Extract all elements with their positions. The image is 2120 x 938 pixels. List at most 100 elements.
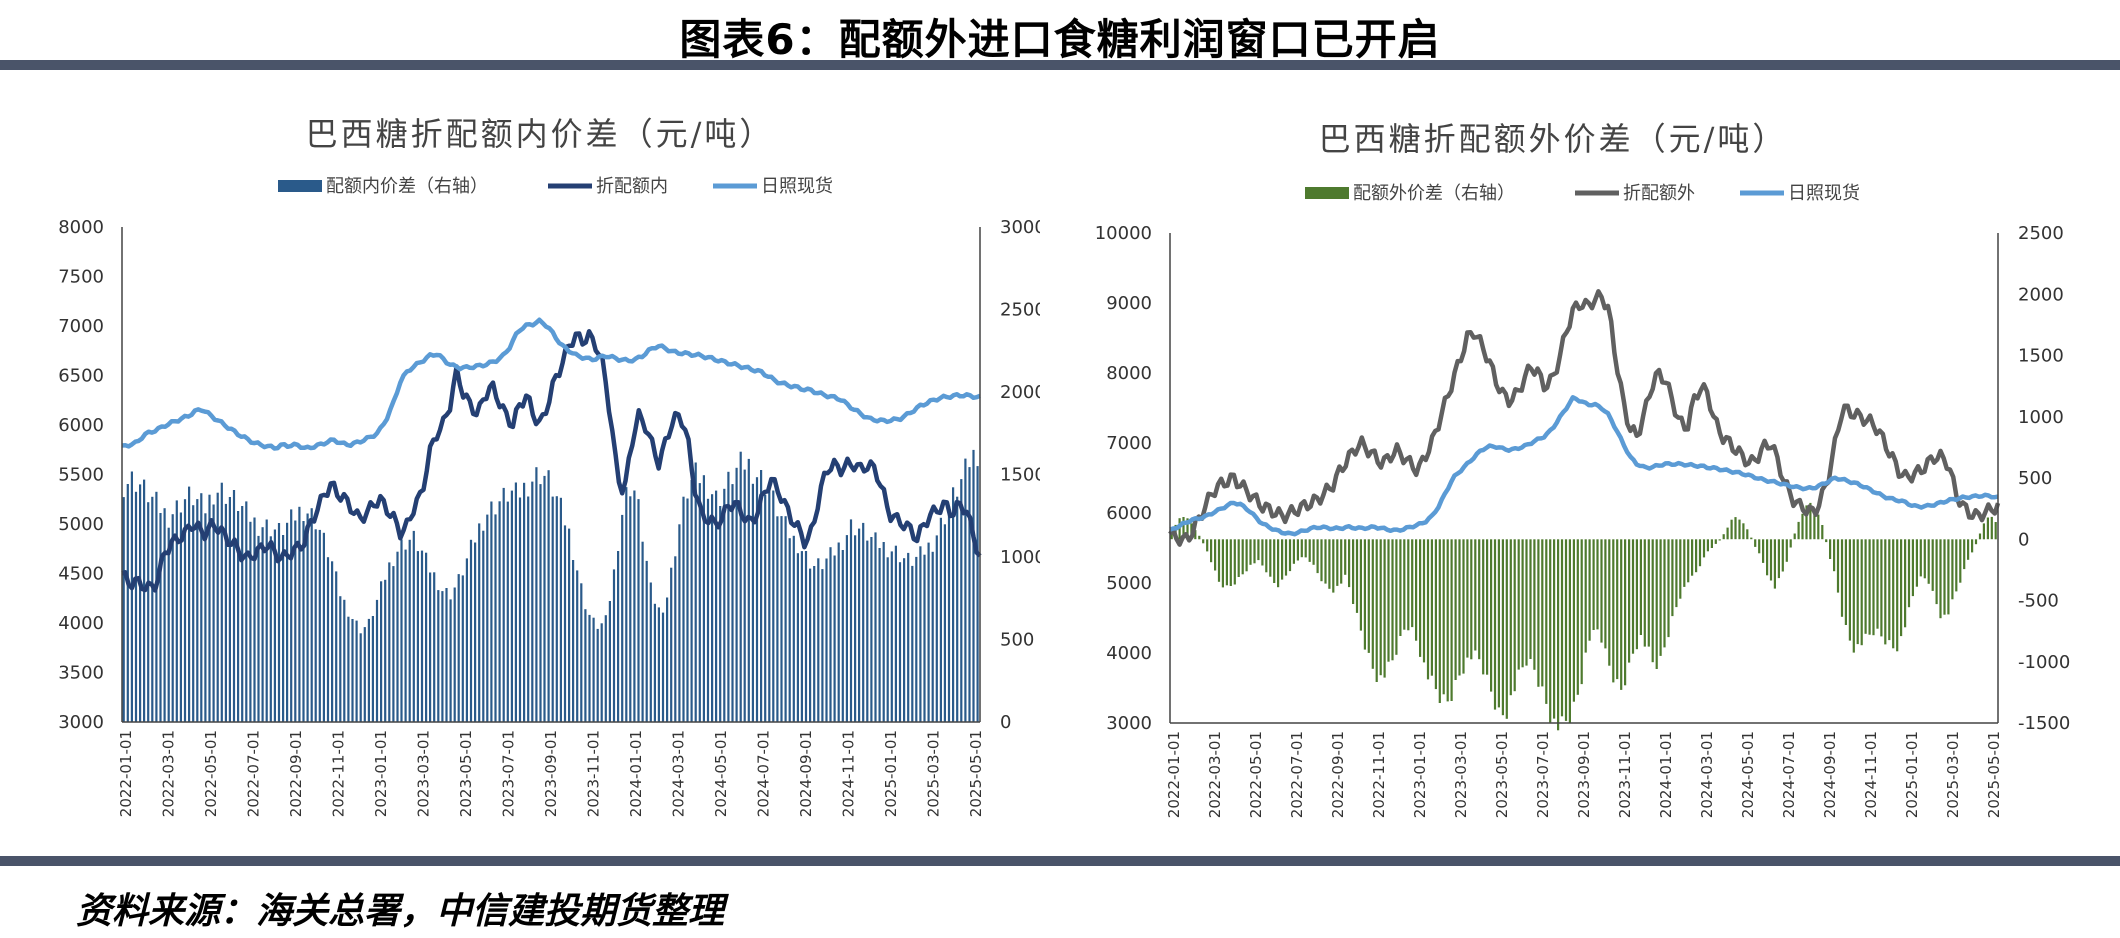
bar [1978, 533, 1982, 540]
bar [1726, 527, 1729, 540]
y-left-tick-label: 7500 [58, 267, 104, 288]
bar [1560, 539, 1564, 717]
bar [249, 521, 252, 722]
bar [1564, 539, 1568, 721]
chart-right: 巴西糖折配额外价差（元/吨）配额外价差（右轴） 折配额外 日照现货100009000… [1095, 120, 2071, 818]
bar [363, 627, 366, 722]
bar [649, 582, 652, 722]
legend-swatch-bar [1305, 187, 1349, 199]
bar [204, 513, 207, 722]
bar [1237, 539, 1240, 577]
bar [1915, 539, 1918, 587]
y-right-tick-label: 1500 [1000, 465, 1040, 486]
bar [1426, 539, 1430, 680]
y-right-tick-label: -1000 [2018, 652, 2070, 673]
bar [1501, 539, 1504, 716]
bar [457, 574, 460, 722]
bar [1884, 539, 1887, 645]
y-left-tick-label: 8000 [58, 217, 104, 238]
bar [1359, 539, 1362, 631]
x-tick-label: 2024-11-01 [1862, 731, 1880, 818]
y-left-tick-label: 3000 [1106, 713, 1152, 734]
bar [1415, 539, 1418, 641]
bar [1734, 517, 1737, 540]
bar [392, 566, 395, 722]
bar [1892, 539, 1895, 649]
bar [1986, 517, 1989, 540]
bar [670, 567, 673, 722]
bar [1974, 539, 1978, 545]
x-tick-label: 2024-09-01 [797, 730, 815, 817]
bar [1320, 539, 1323, 582]
bar [1919, 539, 1922, 577]
bar [469, 539, 473, 722]
bar [1438, 539, 1441, 703]
bar [1840, 539, 1844, 617]
bar [1411, 539, 1414, 628]
bar [1769, 539, 1773, 581]
bar [1214, 539, 1217, 571]
bar [1395, 539, 1398, 655]
bar [719, 506, 722, 722]
y-right-tick-label: 500 [2018, 468, 2052, 489]
bar [804, 551, 808, 722]
bar [326, 557, 330, 722]
bar [277, 523, 281, 722]
bar [1872, 539, 1875, 636]
bar [939, 517, 942, 722]
bar [563, 525, 567, 722]
x-tick-label: 2025-03-01 [924, 730, 942, 817]
bar [1971, 539, 1974, 553]
bar [600, 623, 603, 722]
bar [1529, 539, 1532, 659]
bar [388, 562, 391, 722]
bar [1332, 539, 1335, 593]
y-left-tick-label: 6500 [58, 366, 104, 387]
bar [878, 548, 881, 722]
bar [698, 483, 701, 722]
bar [890, 551, 893, 722]
bar [237, 511, 240, 722]
bar [666, 597, 669, 722]
bar [1864, 539, 1867, 634]
bar [751, 483, 754, 722]
bar [1651, 539, 1654, 663]
bar [510, 490, 513, 722]
bar [870, 537, 873, 722]
bar [1588, 539, 1591, 641]
bar [551, 496, 554, 722]
bar [760, 470, 763, 722]
bar [862, 522, 865, 722]
bar [347, 616, 350, 722]
x-tick-label: 2022-07-01 [1288, 731, 1306, 818]
bar [841, 550, 844, 722]
bar [956, 496, 959, 722]
bar [1805, 505, 1808, 540]
bar [139, 484, 142, 722]
bar [1182, 517, 1185, 540]
bar [1935, 539, 1938, 605]
bar [1746, 529, 1749, 540]
bar [339, 596, 342, 722]
bar [1967, 539, 1970, 560]
bar [269, 536, 272, 722]
bar [543, 475, 546, 722]
bar [894, 545, 897, 722]
bar [968, 467, 971, 722]
bar [1533, 539, 1536, 670]
bar [1923, 539, 1926, 579]
bar [972, 449, 975, 722]
bar [800, 551, 803, 722]
bar [653, 603, 656, 722]
bar [482, 530, 485, 722]
bar [1758, 539, 1761, 554]
bar [314, 529, 317, 722]
bar [490, 501, 493, 722]
bar [290, 509, 293, 722]
bar [1687, 539, 1690, 583]
y-left-tick-label: 9000 [1106, 293, 1152, 314]
bar [465, 558, 468, 722]
bar [1367, 539, 1370, 653]
bar [1470, 539, 1473, 660]
bar [829, 547, 832, 722]
